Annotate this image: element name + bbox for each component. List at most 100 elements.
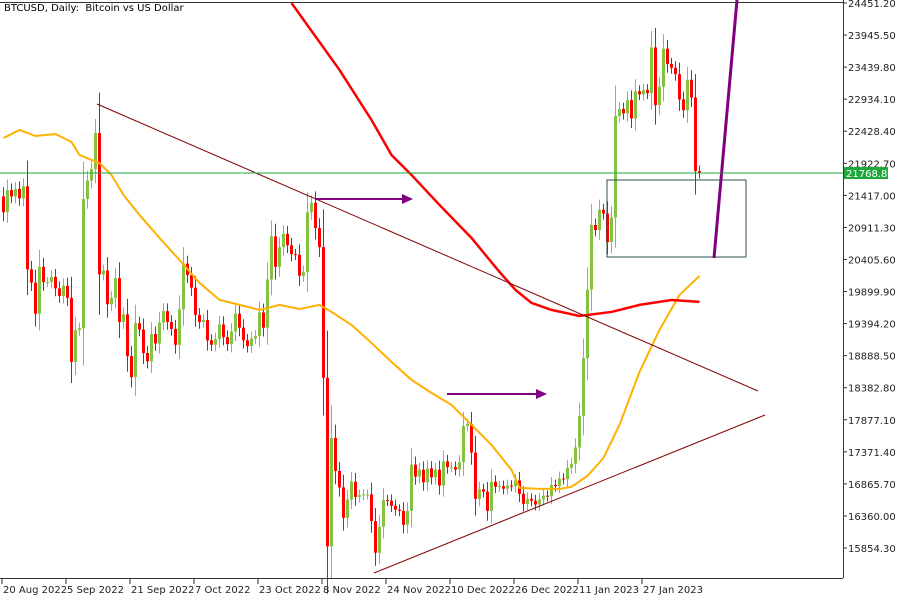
candle-body	[34, 282, 37, 314]
candle-body	[194, 287, 197, 315]
candle	[398, 504, 401, 517]
candle-body	[206, 320, 209, 341]
candle	[218, 315, 221, 348]
candle-body	[666, 48, 669, 64]
support-zone-rectangle[interactable]	[606, 179, 747, 258]
date-tick-label: 23 Oct 2022	[259, 585, 321, 596]
candle	[582, 338, 585, 436]
candle-body	[502, 486, 505, 489]
price-tick-label: 23945.50	[848, 31, 896, 42]
candle-body	[158, 322, 161, 344]
price-tick-label: 22934.10	[848, 95, 896, 106]
candle	[106, 257, 109, 318]
candle-body	[274, 236, 277, 267]
candle	[630, 90, 633, 129]
candle	[426, 459, 429, 491]
candle	[254, 330, 257, 345]
price-tick-label: 17371.40	[848, 448, 896, 459]
candle-body	[306, 212, 309, 272]
candle	[618, 102, 621, 123]
candle	[150, 322, 153, 374]
candle	[614, 85, 617, 248]
candle	[118, 262, 121, 338]
candle-body	[450, 467, 453, 469]
candle-body	[406, 510, 409, 525]
candle-body	[622, 108, 625, 114]
candle	[598, 199, 601, 241]
candle-body	[310, 202, 313, 213]
candle	[546, 490, 549, 502]
candle-body	[58, 288, 61, 296]
candle	[178, 295, 181, 359]
ascending-trendline[interactable]	[373, 414, 766, 574]
candle	[674, 61, 677, 81]
candle-body	[494, 481, 497, 487]
candle-body	[382, 500, 385, 527]
candle	[82, 161, 85, 366]
candle-body	[242, 327, 245, 341]
arrow-annotation-lower[interactable]	[447, 389, 547, 399]
candle-body	[618, 108, 621, 116]
candle	[226, 330, 229, 351]
candle-body	[290, 245, 293, 255]
candle-body	[326, 377, 329, 547]
candle-body	[22, 186, 25, 199]
candle	[134, 304, 137, 396]
candle	[322, 209, 325, 416]
candle-body	[50, 276, 53, 283]
candle-body	[582, 358, 585, 416]
candle-body	[570, 463, 573, 468]
candle-body	[170, 321, 173, 329]
candle-body	[410, 464, 413, 511]
candle	[658, 77, 661, 115]
candle	[234, 304, 237, 341]
candle-body	[534, 500, 537, 505]
candle-body	[366, 494, 369, 496]
candle	[286, 225, 289, 254]
candle-body	[530, 498, 533, 501]
candle	[154, 326, 157, 351]
candle-body	[342, 487, 345, 518]
last-price-label: 21768.89	[846, 169, 894, 180]
price-tick-label: 18382.80	[848, 384, 896, 395]
date-tick-label: 5 Sep 2022	[67, 585, 124, 596]
candle-body	[446, 461, 449, 468]
candle-body	[566, 467, 569, 480]
candle-body	[586, 289, 589, 359]
candle	[458, 455, 461, 477]
candle	[642, 83, 645, 101]
descending-trendline[interactable]	[96, 103, 759, 392]
candle	[478, 481, 481, 507]
candle	[230, 323, 233, 353]
candle	[578, 402, 581, 461]
candle-body	[646, 89, 649, 94]
candle-body	[510, 485, 513, 487]
candle-body	[522, 493, 525, 504]
candle-body	[678, 74, 681, 100]
candle	[162, 303, 165, 331]
candle-body	[486, 491, 489, 511]
candle-body	[378, 526, 381, 553]
candle-body	[458, 462, 461, 470]
candle-body	[330, 437, 333, 547]
date-tick-label: 27 Jan 2023	[643, 585, 703, 596]
candle	[362, 489, 365, 501]
candle-body	[298, 254, 301, 276]
date-tick-label: 7 Oct 2022	[195, 585, 250, 596]
candle	[66, 277, 69, 306]
candle	[306, 192, 309, 292]
candle-body	[74, 330, 77, 362]
candle-body	[226, 337, 229, 345]
candle	[686, 67, 689, 123]
candle	[158, 312, 161, 354]
candle	[662, 34, 665, 102]
projection-line[interactable]	[712, 0, 739, 259]
candle-body	[222, 324, 225, 338]
candle-body	[282, 233, 285, 248]
candle	[418, 462, 421, 484]
arrow-annotation-upper[interactable]	[315, 194, 413, 204]
date-tick-label: 10 Dec 2022	[451, 585, 515, 596]
candle	[62, 278, 65, 304]
candle	[550, 476, 553, 505]
